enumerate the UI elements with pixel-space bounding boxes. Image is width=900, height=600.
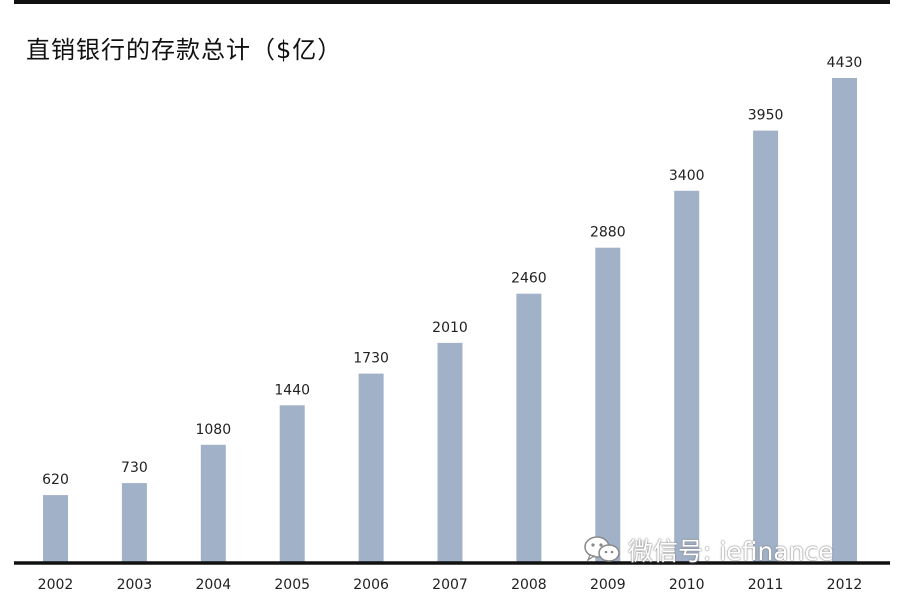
- x-tick-2003: 2003: [117, 577, 153, 593]
- x-tick-2010: 2010: [669, 577, 705, 593]
- x-tick-2006: 2006: [353, 577, 389, 593]
- data-label-2003: 730: [121, 460, 148, 476]
- bar-2005: [279, 405, 305, 563]
- data-label-2004: 1080: [195, 422, 231, 438]
- data-label-2008: 2460: [511, 271, 547, 287]
- x-tick-2012: 2012: [827, 577, 863, 593]
- watermark-text: 微信号: iefinance: [628, 537, 834, 566]
- x-tick-2007: 2007: [432, 577, 468, 593]
- bar-2006: [358, 373, 384, 563]
- bar-2002: [43, 495, 68, 563]
- data-label-2007: 2010: [432, 320, 468, 336]
- bar-2009: [595, 247, 621, 563]
- bar-2012: [832, 78, 857, 563]
- x-tick-2011: 2011: [748, 577, 784, 593]
- data-label-2005: 1440: [274, 382, 310, 398]
- data-label-2011: 3950: [748, 108, 784, 124]
- data-label-2012: 4430: [827, 55, 863, 71]
- data-label-2006: 1730: [353, 351, 389, 367]
- x-tick-2004: 2004: [195, 577, 231, 593]
- bar-2003: [121, 483, 147, 563]
- watermark: 微信号: iefinance: [582, 532, 834, 568]
- x-tick-2002: 2002: [38, 577, 74, 593]
- chart-title: 直销银行的存款总计（$亿）: [26, 36, 343, 64]
- bar-2007: [437, 342, 463, 563]
- x-tick-2008: 2008: [511, 577, 547, 593]
- x-tick-2005: 2005: [274, 577, 310, 593]
- bar-2010: [674, 190, 700, 564]
- x-tick-2009: 2009: [590, 577, 626, 593]
- data-label-2009: 2880: [590, 225, 626, 241]
- data-label-2002: 620: [42, 472, 69, 488]
- bar-2008: [516, 293, 542, 563]
- data-label-2010: 3400: [669, 168, 705, 184]
- top-rule: [14, 0, 890, 4]
- wechat-icon: [582, 534, 622, 566]
- bar-2004: [200, 444, 226, 563]
- bar-2011: [753, 130, 779, 563]
